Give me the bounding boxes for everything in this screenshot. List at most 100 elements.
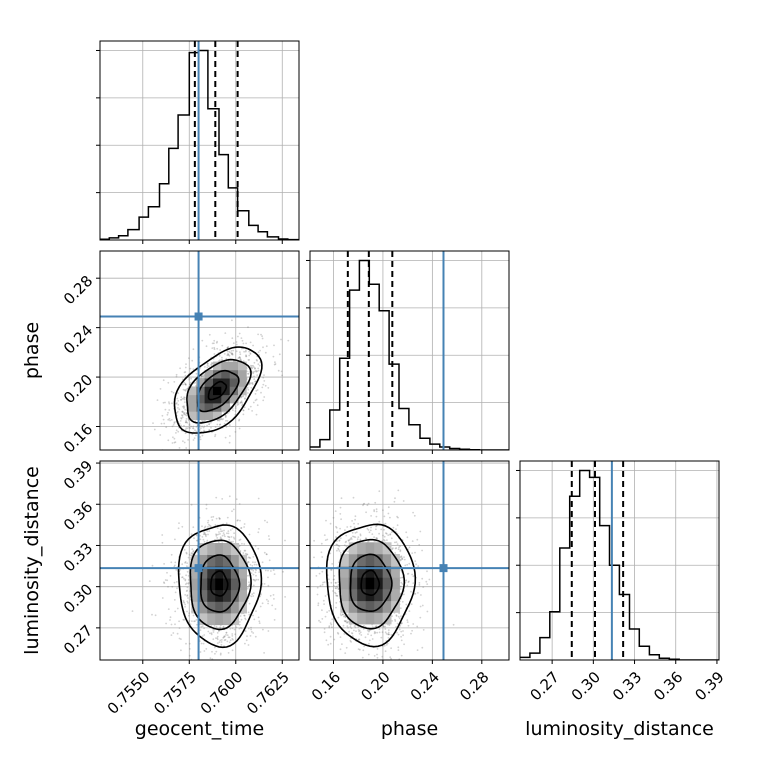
scatter-point [363,645,365,648]
scatter-point [267,576,269,579]
scatter-point [181,414,183,416]
scatter-point [337,632,340,635]
scatter-point [190,552,193,554]
scatter-point [186,595,189,597]
scatter-point [224,535,226,538]
scatter-point [219,652,222,655]
scatter-point [181,405,184,408]
scatter-point [186,594,189,597]
scatter-point [242,413,245,416]
scatter-point [210,516,213,518]
scatter-point [400,555,403,558]
scatter-point [323,581,326,584]
scatter-point [339,506,342,509]
density-block [191,554,200,567]
scatter-point [221,534,224,537]
scatter-point [397,646,400,649]
scatter-point [152,422,154,424]
scatter-point [244,630,247,632]
scatter-point [261,337,264,340]
density-block [348,554,358,566]
scatter-point [210,525,212,528]
scatter-point [253,375,255,378]
scatter-point [368,642,370,645]
scatter-point [421,604,424,607]
scatter-point [251,593,254,596]
scatter-point [214,524,217,526]
scatter-point [273,363,276,366]
scatter-point [321,609,323,612]
scatter-point [187,575,190,577]
scatter-point [256,389,259,391]
scatter-point [192,526,195,529]
scatter-point [367,653,370,656]
scatter-point [322,599,325,602]
density-block [207,566,216,579]
scatter-point [215,637,217,639]
scatter-point [248,370,251,373]
scatter-point [240,337,243,339]
scatter-point [267,630,270,632]
scatter-point [167,439,170,442]
scatter-point [238,418,241,421]
scatter-point [188,612,191,615]
scatter-point [195,454,197,456]
scatter-point [207,521,209,524]
scatter-point [339,527,341,530]
scatter-point [232,639,234,641]
y-tick-label: 0.24 [60,321,96,357]
scatter-point [239,550,242,552]
density-block [238,386,247,396]
scatter-point [255,413,258,416]
scatter-point [262,376,265,379]
scatter-point [244,642,246,645]
y-tick-label: 0.27 [60,621,96,657]
scatter-point [228,536,231,539]
scatter-point [419,616,422,619]
scatter-point [223,533,226,536]
scatter-point [177,430,180,433]
scatter-point [264,569,267,572]
scatter-point [161,541,164,544]
scatter-point [325,519,327,522]
density-block [238,361,247,371]
scatter-point [362,503,365,505]
density-block [357,542,366,555]
scatter-point [401,557,403,559]
scatter-point [202,375,205,378]
scatter-point [351,632,353,634]
scatter-point [226,634,229,636]
scatter-point [329,642,332,645]
scatter-point [202,533,205,536]
scatter-point [274,608,277,610]
scatter-point [347,550,349,553]
scatter-point [227,354,230,356]
density-block [391,554,400,566]
scatter-point [254,579,256,582]
scatter-point [225,425,228,428]
scatter-point [172,424,175,426]
scatter-point [212,631,215,633]
scatter-point [188,626,191,629]
scatter-point [205,503,208,506]
scatter-point [187,597,189,599]
scatter-point [216,423,219,426]
density-block [340,577,350,590]
scatter-point [253,378,256,381]
scatter-point [222,626,225,628]
scatter-point [349,624,352,626]
scatter-point [238,503,241,505]
panel-phase-histogram [306,250,510,454]
scatter-point [328,625,331,628]
scatter-point [252,578,255,581]
scatter-point [241,542,243,545]
scatter-point [185,590,188,592]
scatter-point [378,628,381,630]
scatter-point [364,636,367,639]
density-block [357,612,366,625]
scatter-point [250,630,253,633]
scatter-point [422,629,425,631]
scatter-point [242,409,245,412]
scatter-point [203,429,205,432]
scatter-point [231,353,233,356]
